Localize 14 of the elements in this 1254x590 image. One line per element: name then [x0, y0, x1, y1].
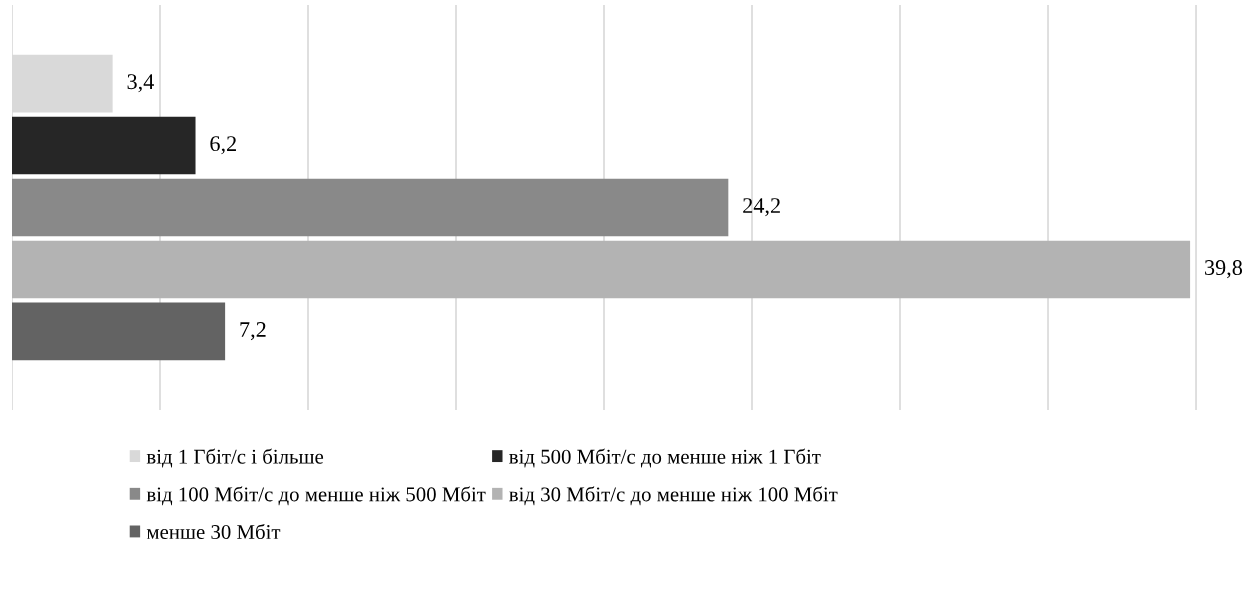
legend-label: від 100 Мбіт/с до менше ніж 500 Мбіт [146, 486, 486, 506]
legend-label: від 500 Мбіт/с до менше ніж 1 Гбіт [509, 448, 821, 468]
data-label: 3,4 [127, 74, 154, 93]
bar [12, 302, 226, 361]
data-label: 7,2 [240, 322, 266, 341]
bar [12, 116, 196, 175]
legend-label: від 1 Гбіт/с і більше [146, 448, 324, 468]
data-label: 39,8 [1205, 260, 1243, 279]
bar [12, 240, 1191, 299]
bar [12, 178, 729, 237]
data-label: 24,2 [743, 198, 780, 217]
legend-label: від 30 Мбіт/с до менше ніж 100 Мбіт [509, 486, 838, 506]
legend-label: менше 30 Мбіт [146, 523, 281, 540]
data-label: 6,2 [210, 136, 236, 155]
